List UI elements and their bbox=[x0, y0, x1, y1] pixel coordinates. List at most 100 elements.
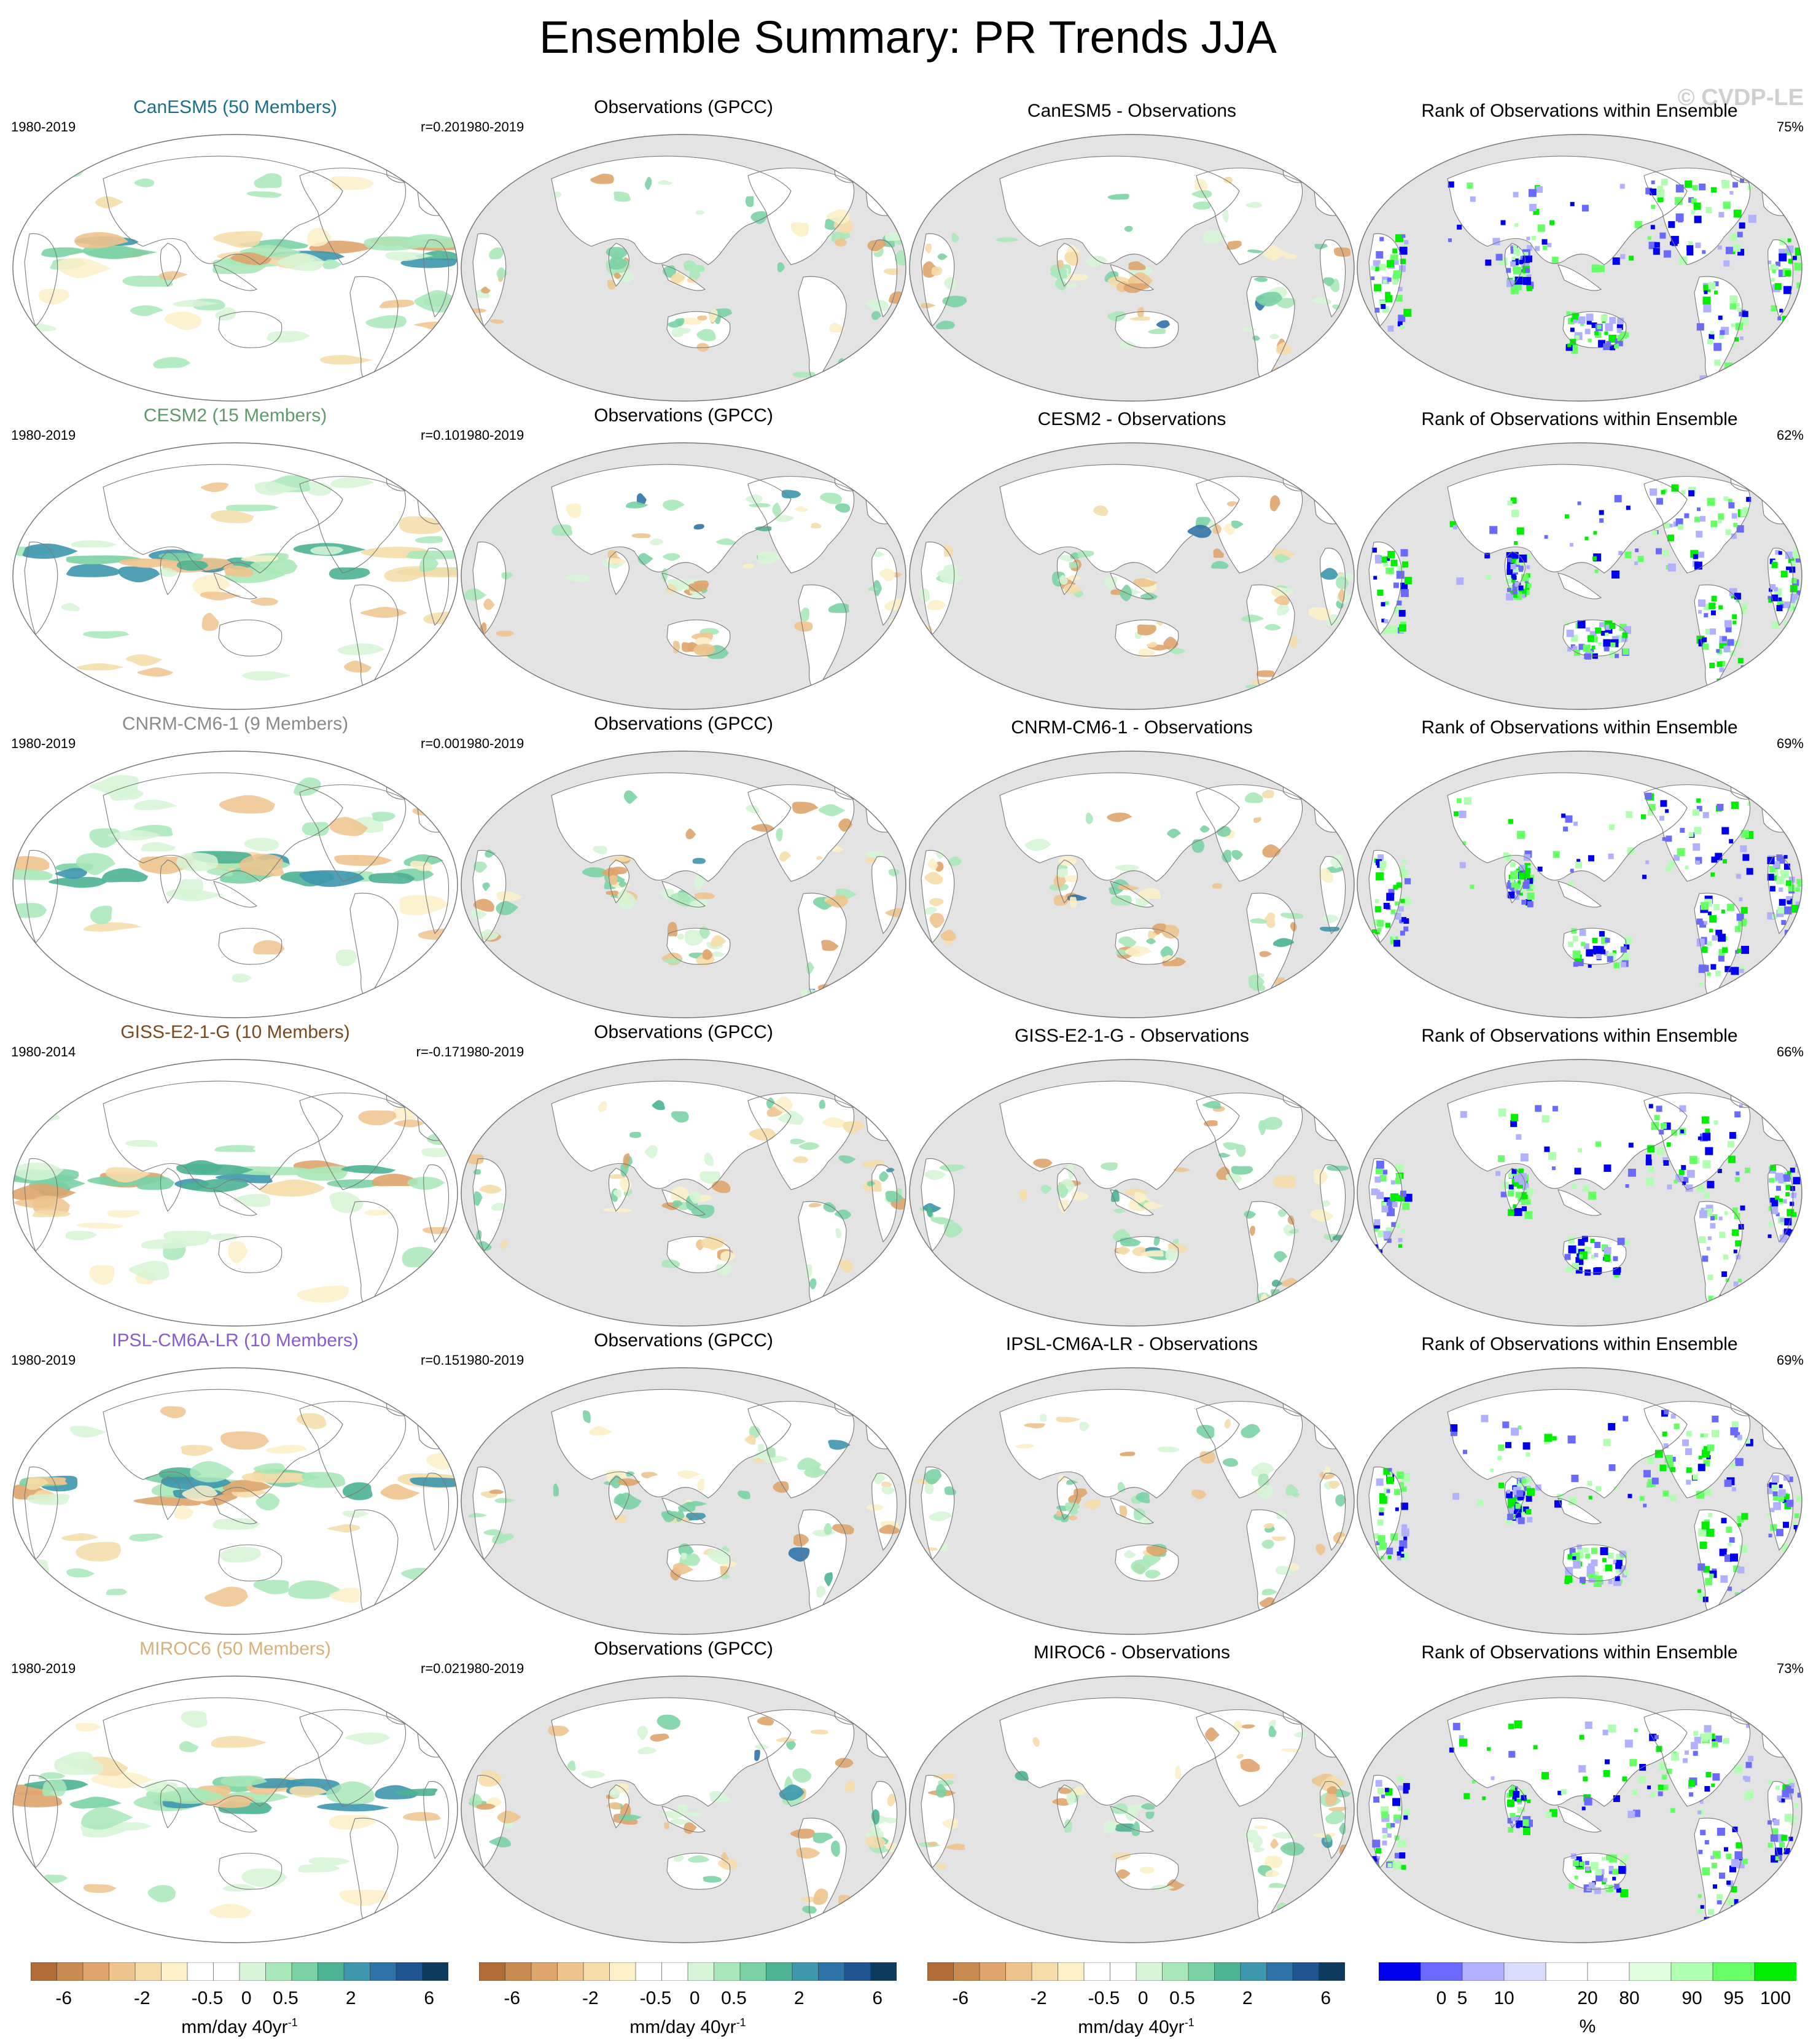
rank-cell bbox=[1620, 946, 1627, 953]
rank-cell bbox=[1382, 306, 1389, 313]
rank-cell bbox=[1529, 203, 1537, 211]
rank-cell bbox=[1541, 239, 1548, 245]
rank-cell bbox=[1608, 853, 1614, 859]
rank-cell bbox=[1624, 1739, 1633, 1748]
rank-cell bbox=[1517, 830, 1526, 839]
trend-cell bbox=[1199, 1451, 1215, 1464]
rank-cell bbox=[1734, 1765, 1743, 1773]
rank-cell bbox=[1572, 344, 1578, 351]
coastline-australia bbox=[1115, 311, 1179, 348]
trend-cell bbox=[1288, 1228, 1299, 1234]
rank-cell bbox=[1395, 1177, 1401, 1184]
trend-cell bbox=[1328, 1480, 1341, 1489]
trend-cell bbox=[468, 1513, 487, 1518]
trend-cell bbox=[225, 504, 279, 512]
rank-cell bbox=[1692, 809, 1699, 816]
rank-cell bbox=[1375, 556, 1382, 564]
trend-cell bbox=[1015, 1443, 1034, 1449]
trend-cell bbox=[1113, 1208, 1126, 1214]
trend-cell bbox=[751, 824, 775, 832]
rank-cell bbox=[1607, 956, 1613, 962]
land-asia bbox=[551, 773, 791, 881]
rank-cell bbox=[1706, 1529, 1715, 1537]
rank-cell bbox=[1663, 522, 1670, 529]
rank-cell bbox=[1401, 1228, 1406, 1233]
rank-cell bbox=[1621, 636, 1628, 642]
trend-cell bbox=[228, 1241, 248, 1263]
rank-cell bbox=[1526, 274, 1532, 279]
rank-cell bbox=[1498, 1445, 1505, 1451]
trend-cell bbox=[1136, 1492, 1150, 1504]
panel-title: Observations (GPCC) bbox=[594, 97, 773, 117]
rank-cell bbox=[1624, 332, 1629, 338]
panel-period: 1980-2019 bbox=[459, 1352, 524, 1368]
coastline-africaW bbox=[921, 233, 955, 327]
land-asia bbox=[1000, 464, 1239, 573]
rank-cell bbox=[1404, 1809, 1411, 1816]
trend-cell bbox=[650, 1733, 670, 1742]
rank-cell bbox=[1586, 949, 1594, 957]
rank-cell bbox=[1386, 892, 1395, 901]
rank-cell bbox=[1385, 292, 1391, 298]
rank-cell bbox=[1696, 1185, 1704, 1193]
rank-cell bbox=[1385, 923, 1390, 928]
rank-cell bbox=[1770, 264, 1777, 271]
rank-cell bbox=[1525, 553, 1531, 560]
coastline-australia bbox=[218, 1236, 283, 1273]
trend-cell bbox=[607, 279, 615, 290]
rank-cell bbox=[1402, 1203, 1410, 1211]
colorbar-units-exponent: -1 bbox=[1184, 2016, 1194, 2029]
map-panel: CNRM-CM6-1 - Observations bbox=[908, 714, 1356, 1024]
rank-cell bbox=[1670, 1752, 1679, 1761]
trend-cell bbox=[668, 320, 683, 328]
rank-cell bbox=[1703, 1459, 1710, 1467]
colorbar-swatch bbox=[714, 1962, 741, 1981]
coastline-africaE bbox=[1767, 1781, 1794, 1860]
rank-cell bbox=[1506, 569, 1513, 575]
coastline-asia bbox=[103, 1080, 343, 1190]
trend-cell bbox=[1069, 896, 1077, 908]
trend-cell bbox=[1056, 1184, 1069, 1198]
trend-cell bbox=[379, 299, 415, 308]
rank-cell bbox=[1604, 951, 1609, 956]
trend-cell bbox=[937, 253, 948, 260]
colorbar-units-exponent: -1 bbox=[287, 2016, 298, 2029]
rank-cell bbox=[1376, 1547, 1381, 1551]
rank-cell bbox=[1401, 1524, 1408, 1530]
trend-cell bbox=[810, 1730, 829, 1734]
rank-cell bbox=[1707, 1614, 1713, 1621]
rank-cell bbox=[1519, 872, 1526, 880]
rank-cell bbox=[1536, 186, 1543, 193]
map-border bbox=[461, 1059, 906, 1327]
trend-cell bbox=[372, 1174, 418, 1187]
rank-cell bbox=[1579, 1862, 1584, 1867]
rank-cell bbox=[1737, 232, 1743, 238]
rank-cell bbox=[1724, 620, 1732, 628]
trend-cell bbox=[1250, 918, 1267, 924]
rank-cell bbox=[1386, 1476, 1394, 1484]
rank-cell bbox=[1522, 1506, 1529, 1513]
rank-cell bbox=[1577, 1552, 1584, 1559]
trend-cell bbox=[141, 1239, 192, 1249]
rank-cell bbox=[1710, 330, 1714, 335]
trend-cell bbox=[201, 612, 219, 631]
rank-cell bbox=[1522, 1442, 1530, 1450]
rank-cell bbox=[1604, 1164, 1611, 1172]
trend-cell bbox=[309, 240, 376, 254]
trend-cell bbox=[297, 1285, 349, 1303]
rank-cell bbox=[1386, 1823, 1392, 1828]
land-seasia bbox=[1558, 881, 1601, 908]
rank-cell bbox=[1743, 1776, 1747, 1781]
rank-cell bbox=[1723, 645, 1731, 652]
rank-cell bbox=[1709, 334, 1715, 340]
rank-cell bbox=[1405, 878, 1411, 884]
rank-cell bbox=[1775, 1785, 1780, 1790]
coastline-asia bbox=[103, 155, 343, 265]
trend-cell bbox=[364, 236, 432, 251]
trend-cell bbox=[867, 1180, 876, 1187]
rank-cell bbox=[1537, 224, 1545, 232]
trend-cell bbox=[757, 552, 781, 564]
trend-cell bbox=[41, 247, 87, 258]
rank-cell bbox=[1772, 1828, 1779, 1835]
rank-cell bbox=[1587, 635, 1594, 642]
